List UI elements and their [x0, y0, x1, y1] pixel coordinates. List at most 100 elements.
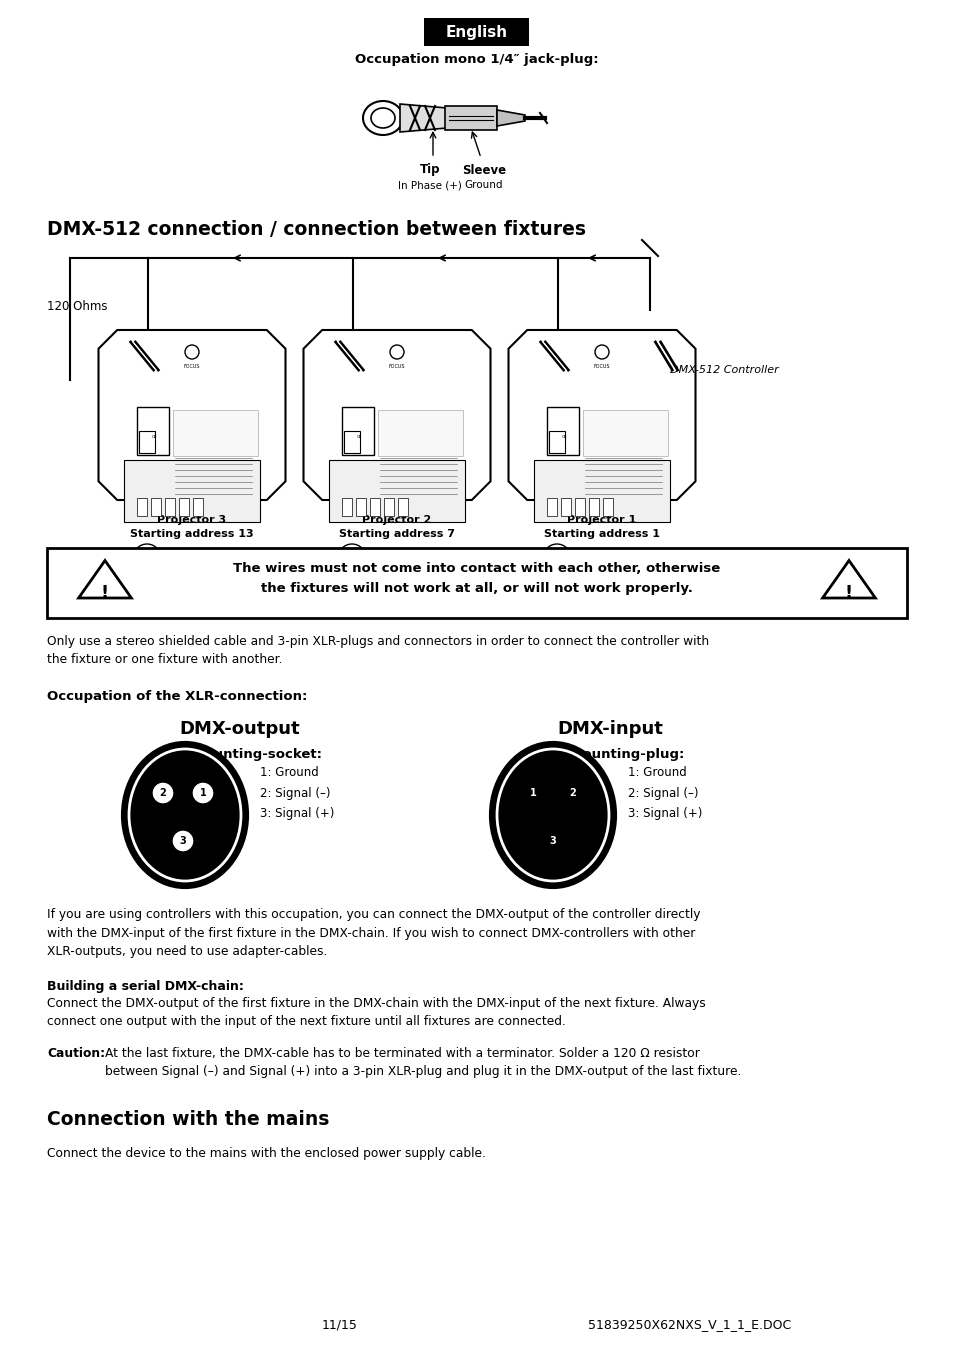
Text: Ground: Ground [464, 180, 503, 190]
FancyBboxPatch shape [534, 459, 669, 521]
Text: CE: CE [152, 435, 157, 439]
Circle shape [185, 345, 199, 359]
Ellipse shape [371, 108, 395, 128]
FancyBboxPatch shape [179, 499, 189, 516]
Text: At the last fixture, the DMX-cable has to be terminated with a terminator. Solde: At the last fixture, the DMX-cable has t… [105, 1047, 740, 1078]
Text: 11/15: 11/15 [322, 1319, 357, 1332]
Text: 3: 3 [179, 836, 186, 846]
FancyBboxPatch shape [341, 407, 374, 455]
FancyBboxPatch shape [137, 407, 169, 455]
Ellipse shape [363, 101, 402, 135]
Ellipse shape [129, 748, 241, 881]
Text: 1: Ground
2: Signal (–)
3: Signal (+): 1: Ground 2: Signal (–) 3: Signal (+) [260, 766, 334, 820]
Text: FOCUS: FOCUS [388, 363, 405, 369]
FancyBboxPatch shape [384, 499, 394, 516]
Text: Caution:: Caution: [47, 1047, 105, 1061]
Text: English: English [445, 24, 508, 39]
Text: Projector 3
Starting address 13: Projector 3 Starting address 13 [130, 515, 253, 539]
Circle shape [139, 550, 154, 566]
Polygon shape [399, 104, 447, 132]
Polygon shape [508, 330, 695, 500]
FancyBboxPatch shape [397, 499, 408, 516]
Circle shape [192, 782, 213, 804]
Text: DMX-output: DMX-output [179, 720, 300, 738]
Polygon shape [821, 561, 875, 598]
Circle shape [152, 782, 173, 804]
Text: Sleeve: Sleeve [461, 163, 505, 177]
Text: In Phase (+): In Phase (+) [397, 180, 461, 190]
FancyBboxPatch shape [193, 499, 203, 516]
Text: CE: CE [356, 435, 362, 439]
Text: Only use a stereo shielded cable and 3-pin XLR-plugs and connectors in order to : Only use a stereo shielded cable and 3-p… [47, 635, 708, 666]
FancyBboxPatch shape [588, 499, 598, 516]
Circle shape [521, 782, 543, 804]
FancyBboxPatch shape [151, 499, 161, 516]
Text: DMX-input: DMX-input [557, 720, 662, 738]
Text: 51839250X62NXS_V_1_1_E.DOC: 51839250X62NXS_V_1_1_E.DOC [588, 1319, 791, 1332]
Circle shape [548, 550, 564, 566]
FancyBboxPatch shape [172, 409, 257, 457]
Circle shape [542, 544, 571, 571]
FancyBboxPatch shape [165, 499, 174, 516]
Text: CE: CE [561, 435, 567, 439]
FancyBboxPatch shape [582, 409, 667, 457]
Text: 1: 1 [199, 788, 206, 798]
Circle shape [541, 830, 563, 852]
Text: !: ! [101, 584, 109, 603]
Text: XLR mounting-plug:: XLR mounting-plug: [535, 748, 684, 761]
FancyBboxPatch shape [124, 459, 260, 521]
FancyBboxPatch shape [548, 431, 564, 453]
FancyBboxPatch shape [344, 431, 359, 453]
Text: !: ! [844, 584, 852, 603]
Circle shape [390, 345, 403, 359]
Text: 2: 2 [159, 788, 166, 798]
Circle shape [595, 345, 608, 359]
FancyBboxPatch shape [139, 431, 154, 453]
Text: DMX-512 Controller: DMX-512 Controller [669, 365, 778, 376]
Ellipse shape [497, 748, 608, 881]
FancyBboxPatch shape [355, 499, 366, 516]
FancyBboxPatch shape [47, 549, 906, 617]
FancyBboxPatch shape [560, 499, 571, 516]
FancyBboxPatch shape [377, 409, 462, 457]
Ellipse shape [123, 743, 247, 888]
FancyBboxPatch shape [546, 407, 578, 455]
Text: If you are using controllers with this occupation, you can connect the DMX-outpu: If you are using controllers with this o… [47, 908, 700, 958]
Text: 1: 1 [529, 788, 536, 798]
FancyBboxPatch shape [137, 499, 147, 516]
Text: FOCUS: FOCUS [593, 363, 610, 369]
Text: 120 Ohms: 120 Ohms [47, 300, 108, 312]
Ellipse shape [491, 743, 615, 888]
Polygon shape [78, 561, 132, 598]
Text: Projector 1
Starting address 1: Projector 1 Starting address 1 [543, 515, 659, 539]
FancyBboxPatch shape [329, 459, 464, 521]
Text: Tip: Tip [419, 163, 439, 177]
Text: FOCUS: FOCUS [184, 363, 200, 369]
Circle shape [337, 544, 366, 571]
Text: Occupation mono 1/4″ jack-plug:: Occupation mono 1/4″ jack-plug: [355, 54, 598, 66]
Text: The wires must not come into contact with each other, otherwise
the fixtures wil: The wires must not come into contact wit… [233, 562, 720, 594]
FancyBboxPatch shape [444, 105, 497, 130]
FancyBboxPatch shape [424, 18, 529, 46]
Text: Projector 2
Starting address 7: Projector 2 Starting address 7 [338, 515, 455, 539]
Polygon shape [303, 330, 490, 500]
Text: 2: 2 [569, 788, 576, 798]
FancyBboxPatch shape [341, 499, 352, 516]
Circle shape [172, 830, 193, 852]
Polygon shape [98, 330, 285, 500]
Text: DMX-512 connection / connection between fixtures: DMX-512 connection / connection between … [47, 220, 585, 239]
FancyBboxPatch shape [602, 499, 613, 516]
FancyBboxPatch shape [546, 499, 557, 516]
Text: 3: 3 [549, 836, 556, 846]
Text: Connect the device to the mains with the enclosed power supply cable.: Connect the device to the mains with the… [47, 1147, 485, 1161]
Text: 1: Ground
2: Signal (–)
3: Signal (+): 1: Ground 2: Signal (–) 3: Signal (+) [627, 766, 701, 820]
Circle shape [561, 782, 583, 804]
FancyBboxPatch shape [370, 499, 379, 516]
FancyBboxPatch shape [575, 499, 584, 516]
Text: Building a serial DMX-chain:: Building a serial DMX-chain: [47, 979, 244, 993]
Circle shape [132, 544, 161, 571]
Text: Connection with the mains: Connection with the mains [47, 1111, 329, 1129]
Text: Occupation of the XLR-connection:: Occupation of the XLR-connection: [47, 690, 307, 703]
Polygon shape [497, 109, 524, 126]
Text: Connect the DMX-output of the first fixture in the DMX-chain with the DMX-input : Connect the DMX-output of the first fixt… [47, 997, 705, 1028]
